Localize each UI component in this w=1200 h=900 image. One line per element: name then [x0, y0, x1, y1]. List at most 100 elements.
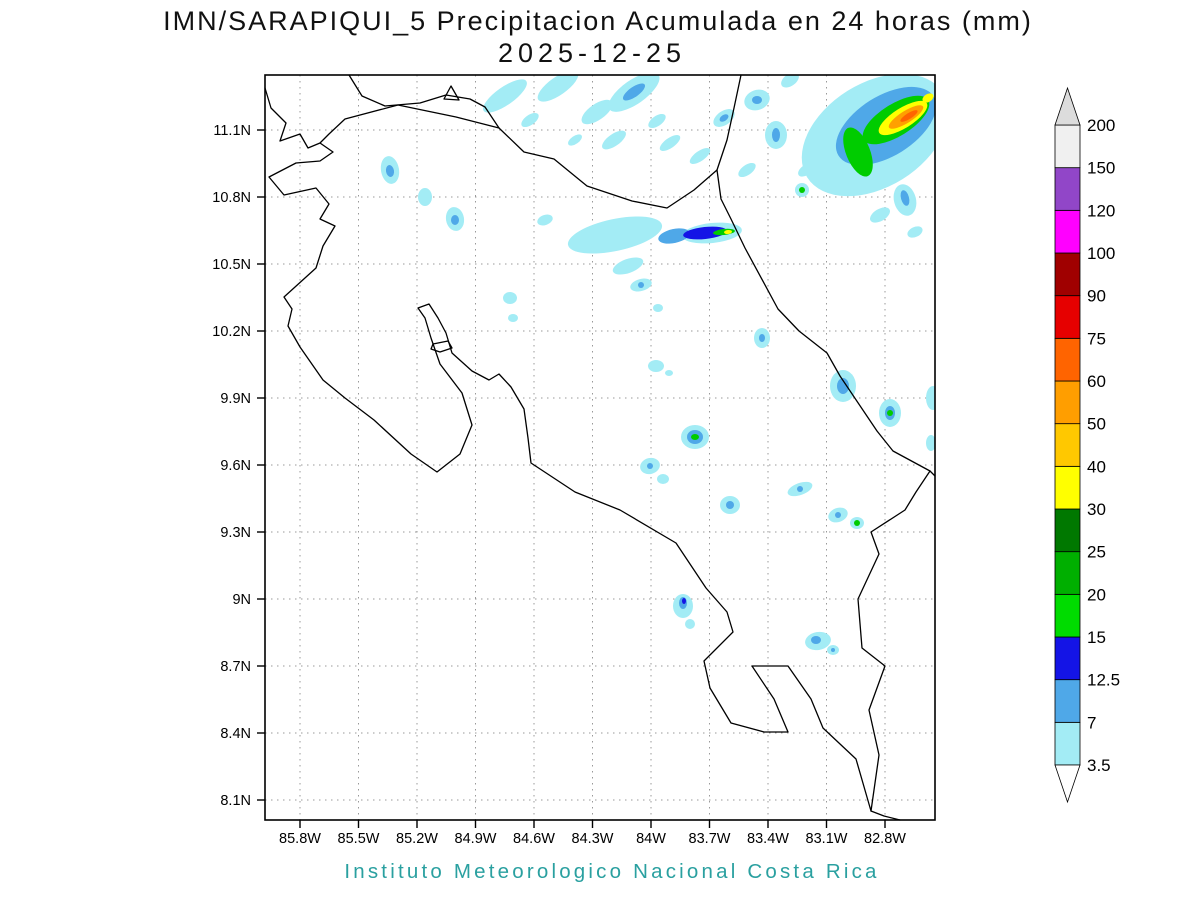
- lat-tick-label: 8.7N: [220, 659, 251, 675]
- colorbar-level-label: 30: [1087, 500, 1106, 519]
- precip-cell: [837, 378, 849, 394]
- precip-shaded-areas: [380, 75, 935, 655]
- precip-cell: [418, 188, 432, 206]
- colorbar-segment: [1054, 636, 1081, 681]
- colorbar-segment: [1054, 337, 1081, 382]
- precip-cell: [665, 370, 673, 376]
- colorbar-level-label: 150: [1087, 159, 1115, 178]
- colorbar-segment: [1054, 380, 1081, 425]
- precip-cell: [602, 130, 626, 150]
- colorbar-level-label: 40: [1087, 457, 1106, 476]
- figure-caption: Instituto Meteorologico Nacional Costa R…: [344, 860, 879, 883]
- panama-caribbean-coast: [929, 470, 936, 477]
- colorbar-level-label: 25: [1087, 543, 1106, 562]
- precip-cell: [926, 435, 935, 451]
- lat-tick-label: 9N: [232, 592, 251, 608]
- precip-cell: [622, 83, 646, 101]
- precip-cell: [648, 113, 666, 129]
- colorbar-level-label: 7: [1087, 713, 1096, 732]
- colorbar-segment: [1054, 295, 1081, 339]
- colorbar-level-label: 100: [1087, 244, 1115, 263]
- precip-cell: [781, 75, 799, 88]
- costa-rica-outline: [264, 87, 931, 812]
- precip-cell: [726, 501, 734, 509]
- panama-pacific-coast: [870, 810, 901, 821]
- lon-tick-label: 83.4W: [747, 831, 789, 847]
- colorbar-segment: [1054, 209, 1081, 254]
- colorbar-labels: 3.5 7 12.5 15 20 25 30 40 50 60 75 90 100 120 150 200: [1087, 116, 1120, 775]
- precip-cell: [835, 512, 841, 518]
- colorbar-level-label: 75: [1087, 329, 1106, 348]
- colorbar-level-label: 3.5: [1087, 756, 1111, 775]
- precip-cell: [647, 463, 653, 469]
- colorbar-under-arrow: [1054, 764, 1081, 804]
- precip-cell: [691, 434, 699, 440]
- precip-cell: [759, 334, 765, 342]
- lon-tick-label: 84.3W: [572, 831, 614, 847]
- precip-cell: [683, 226, 727, 240]
- precip-cell: [811, 636, 821, 644]
- precip-cell: [537, 75, 579, 102]
- lon-tick-label: 85.5W: [338, 831, 380, 847]
- precip-cell: [772, 128, 780, 142]
- lake-nicaragua-shore: [348, 74, 500, 129]
- lat-tick-label: 10.2N: [212, 324, 251, 340]
- precip-cell: [900, 110, 918, 122]
- colorbar-level-label: 15: [1087, 628, 1106, 647]
- figure-title: IMN/SARAPIQUI_5 Precipitacion Acumulada …: [163, 6, 1033, 36]
- precip-cell: [907, 226, 923, 238]
- precip-cell: [568, 134, 582, 146]
- precip-cell: [451, 215, 459, 225]
- longitude-axis-labels: 85.8W 85.5W 85.2W 84.9W 84.6W 84.3W 84W 83.7W 83…: [279, 831, 906, 847]
- precip-cell: [799, 187, 805, 193]
- precip-cell: [659, 134, 681, 152]
- precip-cell: [653, 304, 663, 312]
- lon-tick-label: 84.9W: [455, 831, 497, 847]
- lon-tick-label: 82.8W: [864, 831, 906, 847]
- precip-cell: [648, 360, 664, 372]
- colorbar-segment: [1054, 551, 1081, 595]
- colorbar-segment: [1054, 508, 1081, 553]
- precip-cell: [483, 79, 527, 113]
- colorbar: [1054, 86, 1081, 804]
- lake-island: [443, 85, 460, 101]
- colorbar-segment: [1054, 124, 1081, 169]
- precip-cell: [870, 207, 890, 223]
- precip-cell: [843, 127, 873, 177]
- lat-tick-label: 10.8N: [212, 190, 251, 206]
- precip-cell: [900, 190, 910, 206]
- colorbar-segment: [1054, 252, 1081, 297]
- precip-cell: [685, 619, 695, 629]
- colorbar-segment: [1054, 679, 1081, 723]
- lat-tick-label: 9.6N: [220, 458, 251, 474]
- precip-cell: [738, 162, 756, 178]
- lat-tick-label: 8.4N: [220, 726, 251, 742]
- precip-cell: [612, 257, 644, 275]
- precip-cell: [638, 282, 644, 288]
- precip-cell: [752, 96, 762, 104]
- map-frame: [264, 74, 936, 821]
- precip-cell: [689, 147, 711, 165]
- lat-tick-label: 8.1N: [220, 793, 251, 809]
- precip-cell: [887, 410, 893, 416]
- chira-island: [430, 340, 453, 353]
- precip-cell: [385, 165, 395, 177]
- colorbar-segment: [1054, 721, 1081, 766]
- colorbar-level-label: 90: [1087, 287, 1106, 306]
- lon-tick-label: 85.2W: [396, 831, 438, 847]
- colorbar-level-label: 12.5: [1087, 671, 1120, 690]
- precip-cell: [724, 229, 732, 235]
- colorbar-level-label: 120: [1087, 201, 1115, 220]
- axis-ticks: [257, 129, 886, 828]
- precip-cell: [521, 112, 539, 128]
- precip-cell: [922, 93, 934, 103]
- precip-cell: [537, 214, 553, 226]
- precip-cell: [658, 228, 690, 244]
- precip-cell: [657, 474, 669, 484]
- colorbar-segment: [1054, 593, 1081, 638]
- colorbar-level-label: 20: [1087, 585, 1106, 604]
- precip-cell: [508, 314, 518, 322]
- lat-tick-label: 9.3N: [220, 525, 251, 541]
